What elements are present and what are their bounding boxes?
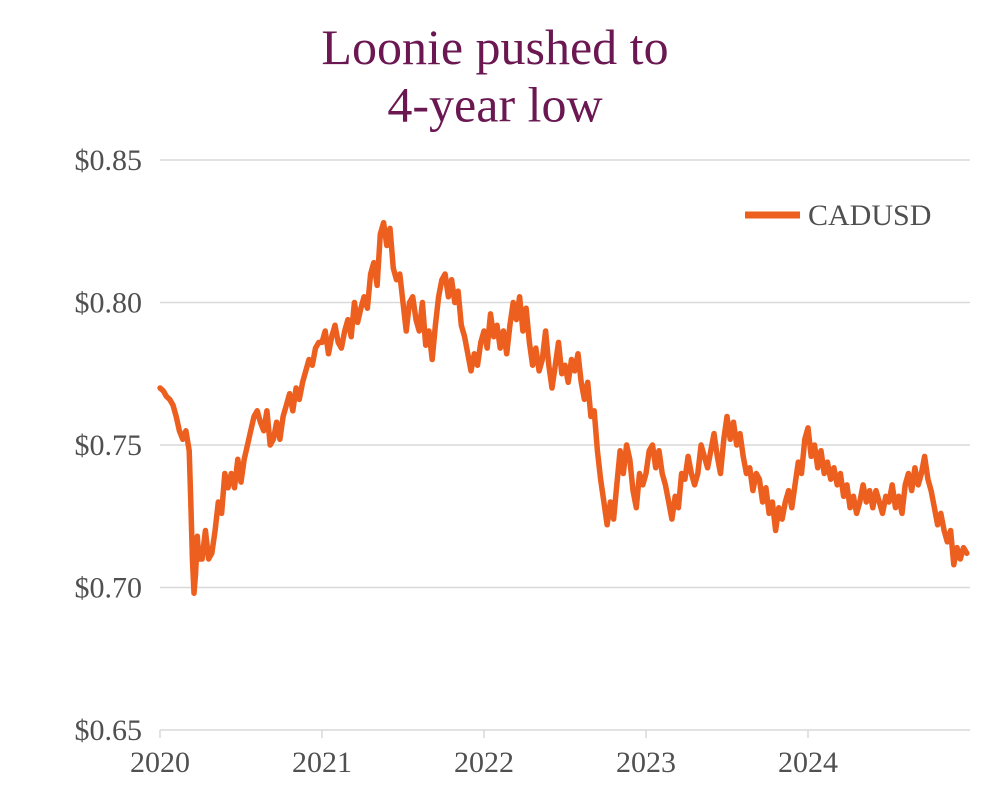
x-tick-label: 2020 xyxy=(130,746,190,779)
y-tick-label: $0.70 xyxy=(75,572,143,605)
chart-svg: $0.65 $0.70 $0.75 $0.80 $0.85 2020 2021 2022 202… xyxy=(0,0,990,793)
legend-label: CADUSD xyxy=(808,199,931,232)
chart-container: $0.65 $0.70 $0.75 $0.80 $0.85 2020 2021 2022 202… xyxy=(0,0,990,793)
y-tick-label: $0.75 xyxy=(75,429,143,462)
y-tick-label: $0.80 xyxy=(75,287,143,320)
chart-title: Loonie pushed to4-year low xyxy=(321,19,668,133)
x-tick-label: 2023 xyxy=(616,746,676,779)
x-tick-label: 2024 xyxy=(778,746,838,779)
series-line-cadusd xyxy=(160,223,967,594)
x-tick-label: 2021 xyxy=(292,746,352,779)
x-tick-label: 2022 xyxy=(454,746,514,779)
y-tick-label: $0.85 xyxy=(75,144,143,177)
y-tick-label: $0.65 xyxy=(75,714,143,747)
